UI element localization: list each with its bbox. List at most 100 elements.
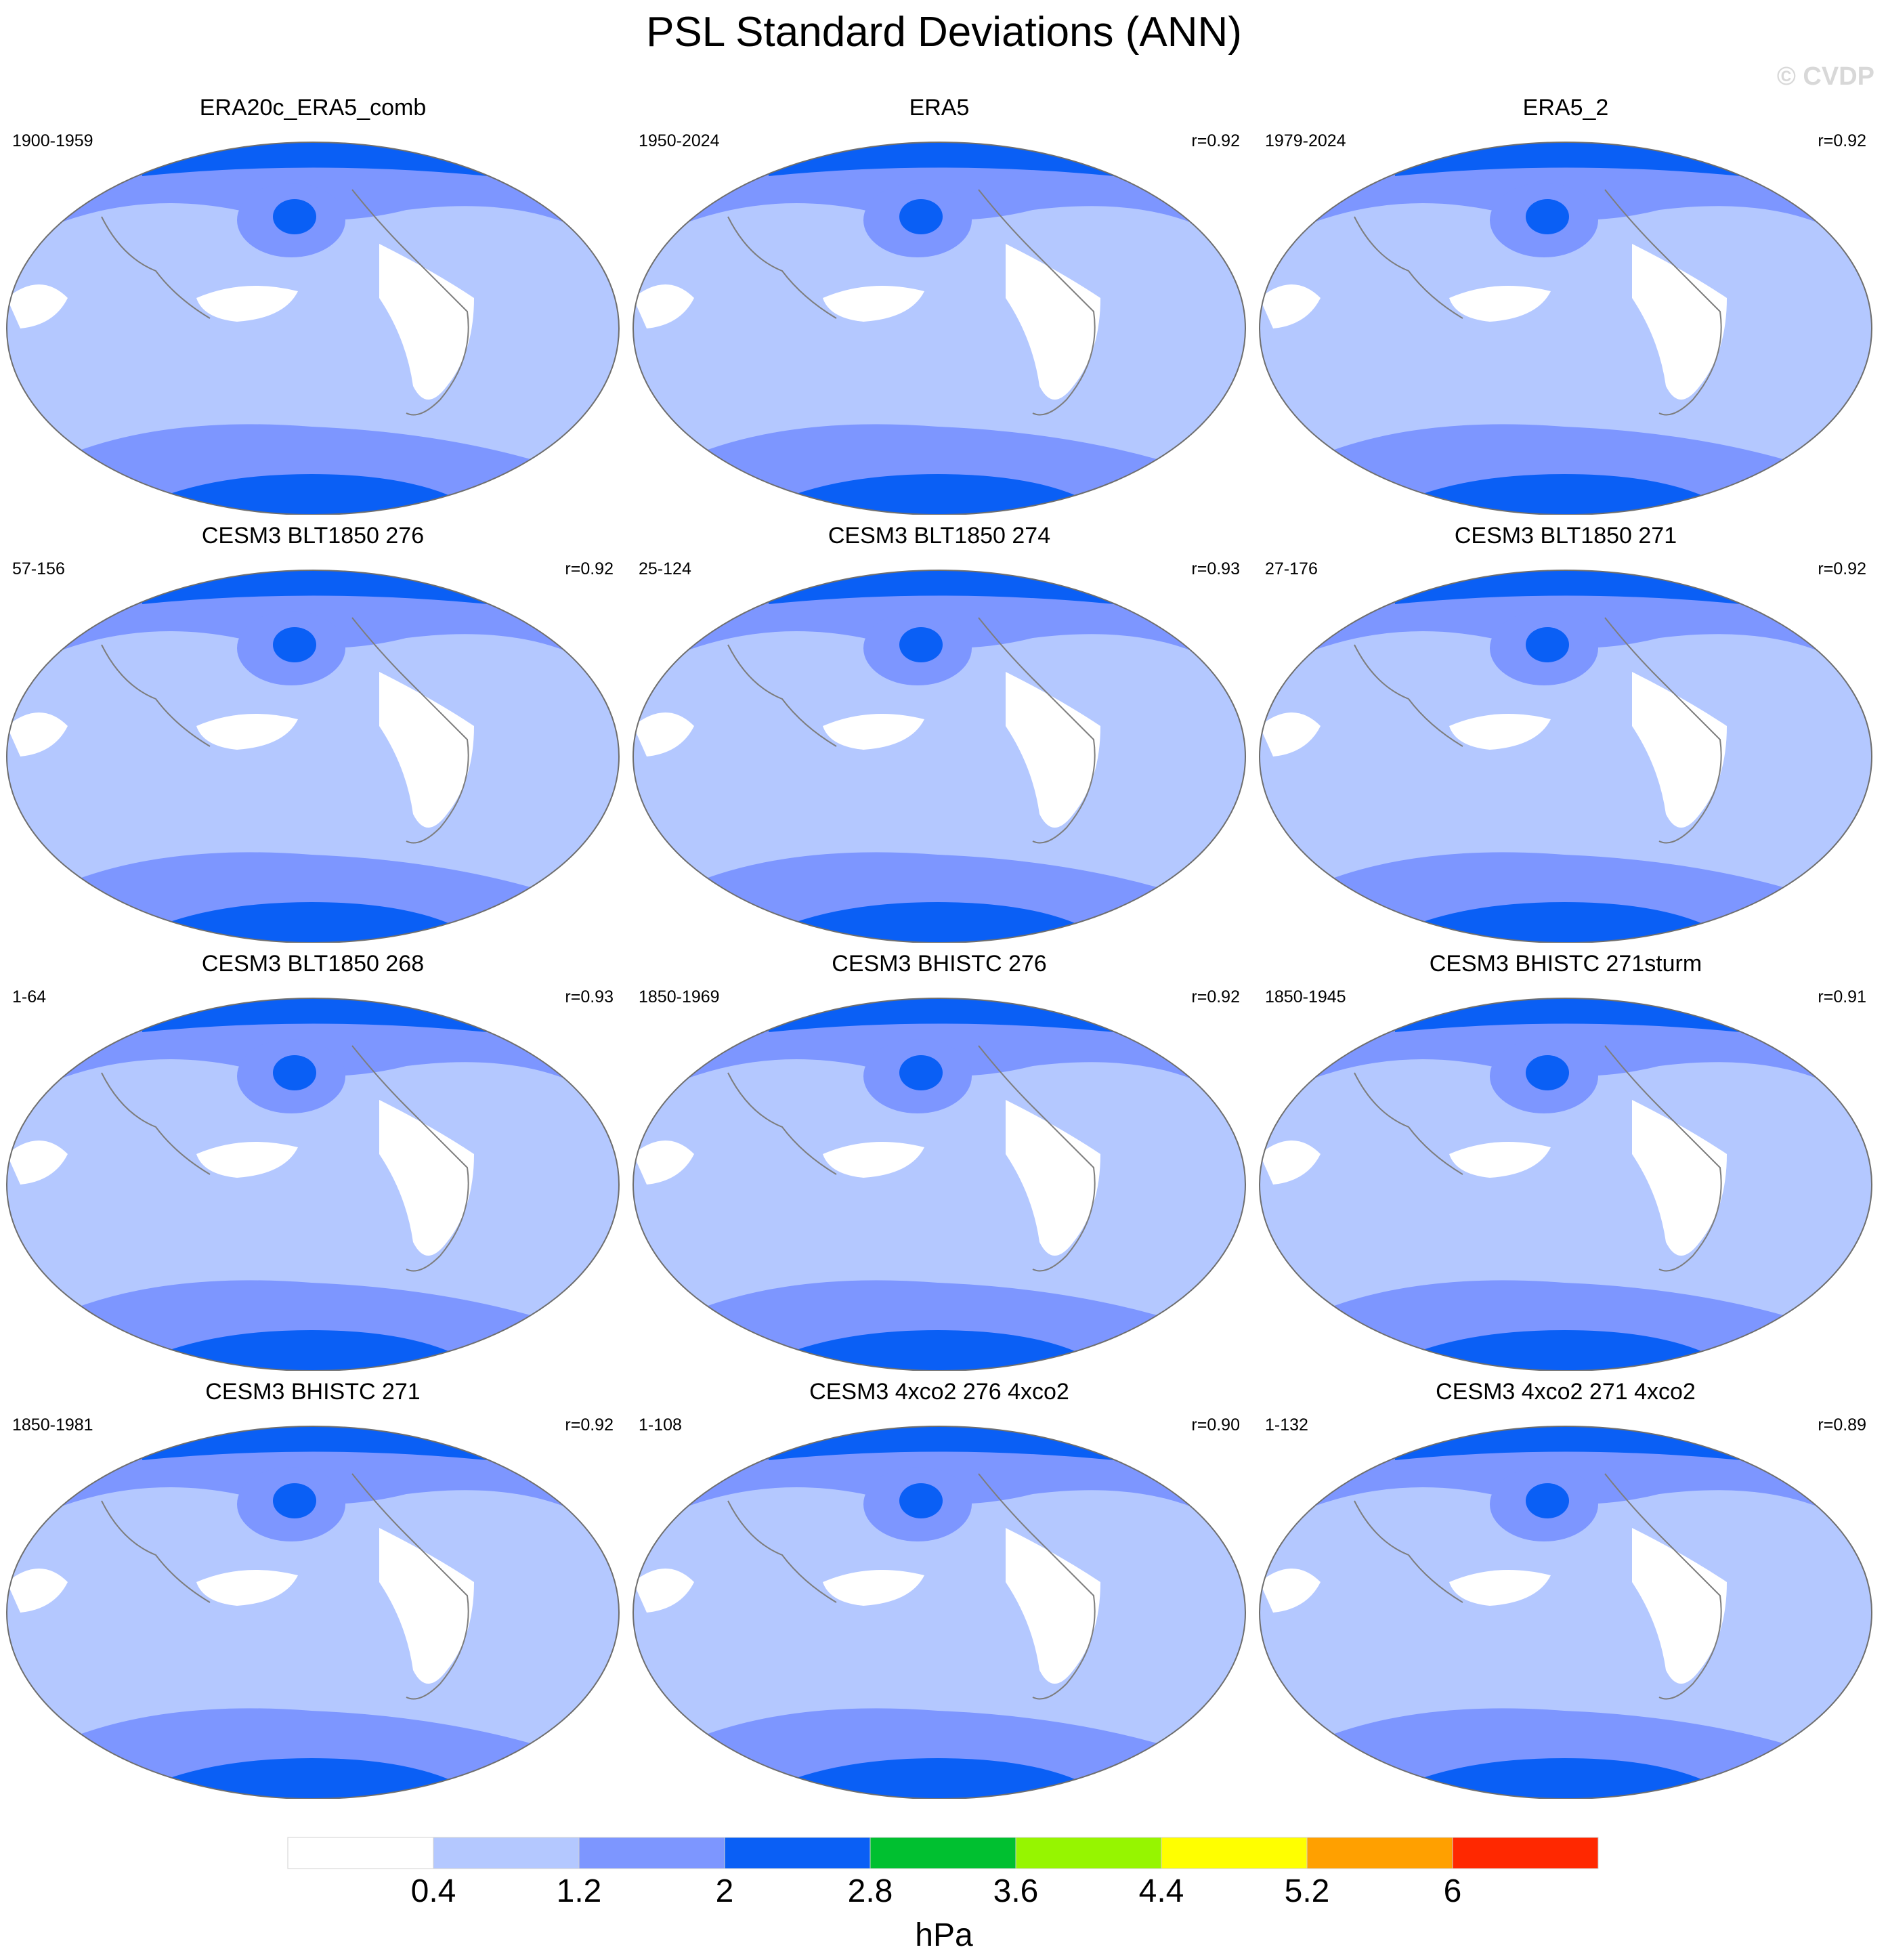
colorbar-tick-label: 0.4 — [410, 1873, 456, 1909]
map-outline — [6, 1426, 620, 1799]
panel-correlation: r=0.89 — [1818, 1415, 1866, 1434]
colorbar-swatch — [1161, 1837, 1308, 1869]
map-panel: CESM3 BHISTC 271 1850-1981 r=0.92 — [0, 1379, 626, 1799]
africa-low-variability — [633, 712, 694, 757]
robinson-map — [632, 998, 1246, 1371]
panel-correlation: r=0.93 — [1191, 559, 1240, 578]
south-america-low-variability — [379, 1528, 474, 1684]
aleutian-low-core — [1526, 1483, 1569, 1518]
africa-low-variability — [7, 1141, 68, 1185]
aleutian-low-core — [1526, 1055, 1569, 1090]
map-panel: ERA5_2 1979-2024 r=0.92 — [1253, 95, 1879, 515]
map-panel: CESM3 BLT1850 271 27-176 r=0.92 — [1253, 523, 1879, 943]
aleutian-low-core — [899, 627, 943, 662]
tropical-low-variability — [823, 714, 924, 750]
colorbar-tick-label: 1.2 — [556, 1873, 602, 1909]
aleutian-low-core — [273, 627, 316, 662]
colorbar-swatch — [1452, 1837, 1599, 1869]
colorbar-swatch — [1015, 1837, 1162, 1869]
colorbar-swatch — [578, 1837, 725, 1869]
robinson-map — [6, 142, 620, 515]
map-outline — [1259, 570, 1872, 943]
field-level-3 — [762, 1330, 1100, 1371]
panel-years: 1850-1981 — [12, 1415, 93, 1434]
coastlines — [101, 617, 469, 844]
africa-low-variability — [633, 284, 694, 328]
field-level-3 — [135, 1758, 474, 1799]
tropical-low-variability — [823, 1570, 924, 1606]
tropical-low-variability — [823, 1142, 924, 1178]
south-america-low-variability — [379, 1100, 474, 1256]
panel-years: 1-64 — [12, 987, 47, 1006]
field-level-3 — [1388, 902, 1727, 943]
africa-low-variability — [633, 1141, 694, 1185]
map-panel: CESM3 BHISTC 276 1850-1969 r=0.92 — [626, 951, 1252, 1371]
field-level-3 — [135, 902, 474, 943]
aleutian-low-core — [273, 1483, 316, 1518]
map-panel: CESM3 4xco2 271 4xco2 1-132 r=0.89 — [1253, 1379, 1879, 1799]
coastlines — [1354, 1045, 1722, 1272]
map-panel: CESM3 BLT1850 276 57-156 r=0.92 — [0, 523, 626, 943]
panel-title: CESM3 BLT1850 268 — [201, 951, 425, 977]
map-panel: CESM3 4xco2 276 4xco2 1-108 r=0.90 — [626, 1379, 1252, 1799]
watermark: © CVDP — [1776, 62, 1874, 91]
tropical-low-variability — [196, 714, 298, 750]
panel-title: CESM3 BHISTC 271 — [205, 1379, 421, 1405]
panel-correlation: r=0.92 — [1818, 131, 1866, 150]
field-level-3 — [762, 902, 1100, 943]
colorbar-swatch — [287, 1837, 434, 1869]
south-america-low-variability — [1006, 672, 1100, 828]
map-panel: ERA5 1950-2024 r=0.92 — [626, 95, 1252, 515]
south-america-low-variability — [1006, 244, 1100, 400]
africa-low-variability — [7, 1569, 68, 1613]
south-america-low-variability — [1006, 1100, 1100, 1256]
panel-title: ERA20c_ERA5_comb — [199, 95, 427, 121]
panel-years: 27-176 — [1265, 559, 1318, 578]
aleutian-low-core — [1526, 627, 1569, 662]
tropical-low-variability — [1449, 1142, 1551, 1178]
colorbar-tick-label: 5.2 — [1284, 1873, 1330, 1909]
field-level-3 — [135, 474, 474, 515]
map-outline — [632, 142, 1246, 515]
panel-title: CESM3 BLT1850 271 — [1454, 523, 1677, 549]
panel-years: 1979-2024 — [1265, 131, 1346, 150]
map-outline — [1259, 998, 1872, 1371]
map-outline — [6, 142, 620, 515]
panel-title: ERA5 — [909, 95, 970, 121]
tropical-low-variability — [823, 286, 924, 322]
map-panel: CESM3 BLT1850 268 1-64 r=0.93 — [0, 951, 626, 1371]
map-outline — [6, 998, 620, 1371]
map-outline — [632, 570, 1246, 943]
coastlines — [101, 1473, 469, 1700]
panel-years: 1950-2024 — [639, 131, 720, 150]
coastlines — [1354, 1473, 1722, 1700]
tropical-low-variability — [1449, 714, 1551, 750]
map-outline — [632, 998, 1246, 1371]
colorbar-tick-label: 2.8 — [847, 1873, 893, 1909]
africa-low-variability — [7, 284, 68, 328]
panel-title: CESM3 BLT1850 276 — [201, 523, 425, 549]
tropical-low-variability — [196, 1570, 298, 1606]
colorbar-tick-label: 3.6 — [993, 1873, 1039, 1909]
map-outline — [1259, 1426, 1872, 1799]
aleutian-low-core — [273, 1055, 316, 1090]
africa-low-variability — [1260, 712, 1321, 757]
coastlines — [727, 189, 1096, 416]
coastlines — [727, 1045, 1096, 1272]
panel-correlation: r=0.92 — [1818, 559, 1866, 578]
tropical-low-variability — [1449, 1570, 1551, 1606]
coastlines — [1354, 189, 1722, 416]
field-level-3 — [762, 474, 1100, 515]
page-title: PSL Standard Deviations (ANN) — [646, 9, 1242, 56]
robinson-map — [632, 570, 1246, 943]
africa-low-variability — [1260, 1569, 1321, 1613]
panel-years: 1900-1959 — [12, 131, 93, 150]
panel-correlation: r=0.90 — [1191, 1415, 1240, 1434]
aleutian-low-core — [899, 199, 943, 234]
map-outline — [6, 570, 620, 943]
south-america-low-variability — [379, 672, 474, 828]
robinson-map — [1259, 142, 1872, 515]
panel-correlation: r=0.92 — [1191, 987, 1240, 1006]
colorbar-tick-label: 4.4 — [1138, 1873, 1184, 1909]
panel-correlation: r=0.92 — [565, 559, 614, 578]
